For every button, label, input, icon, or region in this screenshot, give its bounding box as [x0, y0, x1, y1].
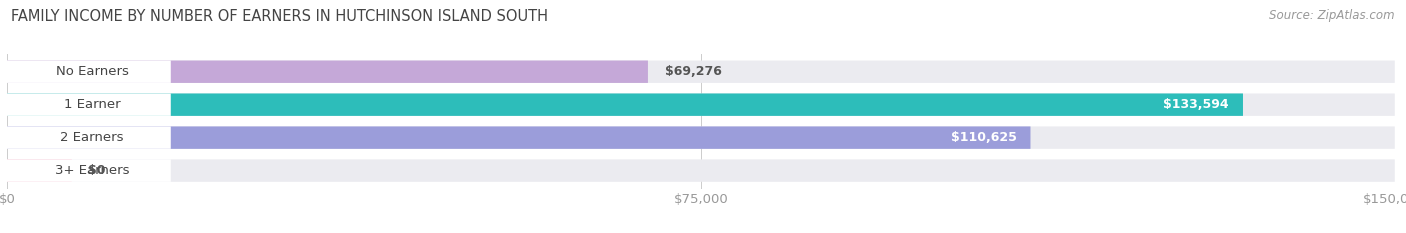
Text: 1 Earner: 1 Earner: [63, 98, 121, 111]
FancyBboxPatch shape: [7, 93, 1395, 116]
FancyBboxPatch shape: [0, 127, 170, 149]
FancyBboxPatch shape: [7, 93, 1243, 116]
FancyBboxPatch shape: [0, 61, 170, 83]
FancyBboxPatch shape: [7, 127, 1031, 149]
Text: $0: $0: [89, 164, 105, 177]
Text: $69,276: $69,276: [665, 65, 721, 78]
Text: 3+ Earners: 3+ Earners: [55, 164, 129, 177]
FancyBboxPatch shape: [0, 159, 170, 182]
Text: FAMILY INCOME BY NUMBER OF EARNERS IN HUTCHINSON ISLAND SOUTH: FAMILY INCOME BY NUMBER OF EARNERS IN HU…: [11, 9, 548, 24]
Text: $133,594: $133,594: [1164, 98, 1229, 111]
Text: No Earners: No Earners: [56, 65, 128, 78]
FancyBboxPatch shape: [7, 127, 1395, 149]
Text: 2 Earners: 2 Earners: [60, 131, 124, 144]
FancyBboxPatch shape: [7, 159, 72, 182]
FancyBboxPatch shape: [0, 93, 170, 116]
FancyBboxPatch shape: [7, 61, 648, 83]
FancyBboxPatch shape: [7, 61, 1395, 83]
Text: Source: ZipAtlas.com: Source: ZipAtlas.com: [1270, 9, 1395, 22]
Text: $110,625: $110,625: [950, 131, 1017, 144]
FancyBboxPatch shape: [7, 159, 1395, 182]
